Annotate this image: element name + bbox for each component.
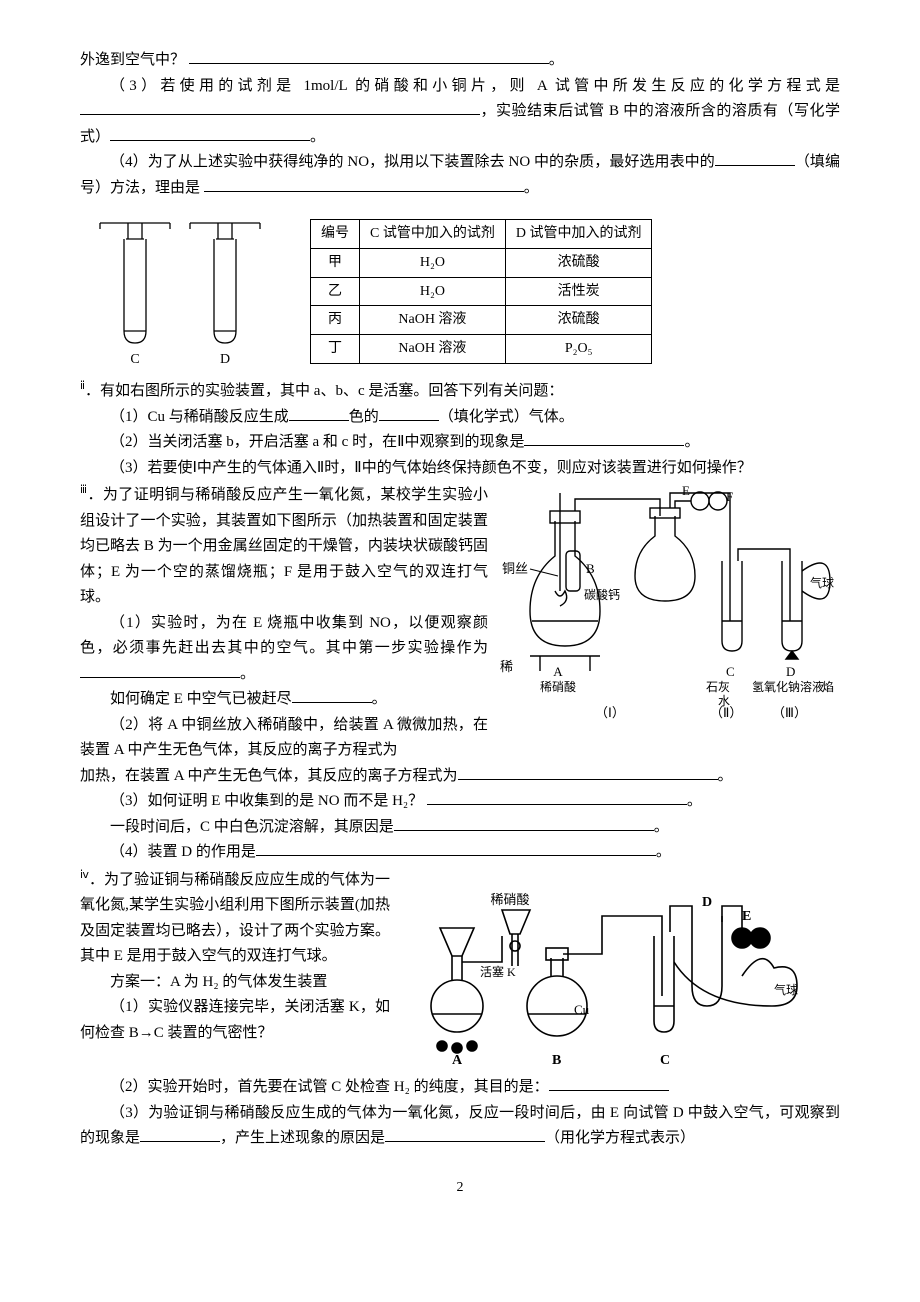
iii-q2-before: （2）将 A 中铜丝放入稀硝酸中，给装置 A 微微加热，在装置 A 中产生无色气…: [80, 717, 488, 759]
iv-label-C: C: [660, 1053, 670, 1066]
table-row: 甲H₂O浓硫酸: [311, 248, 652, 277]
iv-q3-after: （用化学方程式表示）: [545, 1130, 695, 1146]
tube-label-D: D: [220, 352, 230, 367]
page-number: 2: [80, 1176, 840, 1200]
iv-q2-before: （2）实验开始时，首先要在试管 C 处检查 H₂ 的纯度，其目的是：: [110, 1079, 549, 1095]
iv-label-dilute: 稀硝酸: [490, 892, 529, 907]
mth-h1: C 试管中加入的试剂: [360, 220, 506, 249]
ii-q2-before: （2）当关闭活塞 b，开启活塞 a 和 c 时，在Ⅱ中观察到的现象是: [110, 434, 524, 450]
iv-q3-before: （3）为验证铜与稀硝酸反应生成的气体为一氧化氮，反应一段时间后，由 E 向试管 …: [80, 1105, 840, 1147]
ii-q3: （3）若要使Ⅰ中产生的气体通入Ⅱ时，Ⅱ中的气体始终保持颜色不变，则应对该装置进行…: [110, 460, 752, 476]
blank-ii-q1b[interactable]: [379, 420, 439, 421]
label-balloon: 气球: [810, 575, 834, 590]
mth-h0: 编号: [311, 220, 360, 249]
iii-q1-end: 。: [240, 666, 255, 682]
iv-plan1: 方案一：A 为 H₂ 的气体发生装置: [110, 974, 327, 990]
ii-q1-mid: 色的: [349, 409, 379, 425]
label-naoh: 氢氧化钠溶液: [752, 679, 824, 694]
blank-ii-q1a[interactable]: [289, 420, 349, 421]
top-line0: 外逸到空气中？: [80, 52, 185, 68]
iv-q3-mid: ，产生上述现象的原因是: [220, 1130, 385, 1146]
q4-before: （4）为了从上述实验中获得纯净的 NO，拟用以下装置除去 NO 中的杂质，最好选…: [110, 154, 715, 170]
blank-iv-q3b[interactable]: [385, 1141, 545, 1142]
tube-pair-figure: C D: [80, 211, 280, 371]
label-E: E: [682, 483, 690, 498]
iii-q1b-end: 。: [372, 691, 387, 707]
ii-q2-end: 。: [684, 434, 699, 450]
blank-iv-q3a[interactable]: [140, 1141, 220, 1142]
iv-label-E: E: [742, 909, 751, 924]
iii-q3b-before: 一段时间后，C 中白色沉淀溶解，其原因是: [110, 819, 394, 835]
q4-end: 。: [524, 180, 539, 196]
iv-label-A: A: [452, 1053, 463, 1066]
blank-q3b[interactable]: [110, 140, 310, 141]
label-caco3: 碳酸钙: [584, 587, 620, 602]
blank-ii-q2[interactable]: [524, 445, 684, 446]
label-cuwire: 铜丝: [502, 561, 528, 576]
iv-q1: （1）实验仪器连接完毕，关闭活塞 K，如何检查 B→C 装置的气密性？: [80, 999, 390, 1041]
iii-q2-end: 。: [718, 768, 733, 784]
figure-iii: 铜丝 B 碳酸钙 E F 气球 稀 A 稀硝酸 C 石灰 水 D 氢氧化钠溶液 …: [500, 481, 840, 721]
blank-iii-q2[interactable]: [458, 779, 718, 780]
iv-label-K: 活塞 K: [480, 964, 516, 979]
blank-iii-q1[interactable]: [80, 677, 240, 678]
label-III: （Ⅲ）: [772, 705, 807, 720]
iii-q4-before: （4）装置 D 的作用是: [110, 844, 256, 860]
iv-label-Cu: Cu: [574, 1002, 590, 1017]
label-flame: 焰: [822, 679, 834, 694]
table-row: 丙NaOH 溶液浓硫酸: [311, 306, 652, 335]
label-lime: 石灰: [706, 680, 730, 694]
figure-iv: 稀硝酸 活塞 K Cu A B C D E 气球: [402, 866, 802, 1066]
label-B: B: [586, 561, 595, 576]
blank-q4a[interactable]: [715, 165, 795, 166]
label-I: （Ⅰ）: [595, 705, 625, 720]
blank-q4b[interactable]: [204, 191, 524, 192]
label-D: D: [786, 664, 795, 679]
label-xi: 稀: [500, 659, 513, 674]
ii-q1-after: （填化学式）气体。: [439, 409, 574, 425]
ii-lead: ．有如右图所示的实验装置，其中 a、b、c 是活塞。回答下列有关问题：: [85, 383, 563, 399]
roman-iv: ⅳ: [80, 869, 89, 881]
iii-q3-before: （3）如何证明 E 中收集到的是 NO 而不是 H₂？: [110, 793, 423, 809]
tube-label-C: C: [130, 352, 139, 367]
blank-iv-q2[interactable]: [549, 1090, 669, 1091]
blank-top0[interactable]: [189, 63, 549, 64]
label-dilute: 稀硝酸: [540, 679, 576, 694]
mth-h2: D 试管中加入的试剂: [505, 220, 652, 249]
iv-label-B: B: [552, 1053, 561, 1066]
iii-q1: （1）实验时，为在 E 烧瓶中收集到 NO，以便观察颜色，必须事先赶出去其中的空…: [80, 615, 488, 657]
iv-lead: ．为了验证铜与稀硝酸反应应生成的气体为一氧化氮,某学生实验小组利用下图所示装置(…: [80, 872, 390, 965]
blank-iii-q1b[interactable]: [292, 702, 372, 703]
table-row: 丁NaOH 溶液P₂O₅: [311, 335, 652, 364]
iii-q4-end: 。: [656, 844, 671, 860]
label-F: F: [726, 489, 733, 504]
iv-label-balloon: 气球: [774, 982, 798, 997]
label-C: C: [726, 664, 735, 679]
blank-iii-q3[interactable]: [427, 804, 687, 805]
method-table: 编号 C 试管中加入的试剂 D 试管中加入的试剂 甲H₂O浓硫酸 乙H₂O活性炭…: [310, 219, 652, 364]
iii-q1b-before: 如何确定 E 中空气已被赶尽: [110, 691, 292, 707]
q3-after1: ，实验结束后试管 B 中的溶液所含的溶质有（写化学式）: [80, 103, 840, 145]
iii-lead: ．为了证明铜与稀硝酸反应产生一氧化氮，某校学生实验小组设计了一个实验，其装置如下…: [80, 487, 488, 605]
q3-end: 。: [310, 129, 325, 145]
ii-q1-before: （1）Cu 与稀硝酸反应生成: [110, 409, 289, 425]
q3-before: （3）若使用的试剂是 1mol/L 的硝酸和小铜片，则 A 试管中所发生反应的化…: [110, 78, 840, 94]
iii-q3-end: 。: [687, 793, 702, 809]
label-II: （Ⅱ）: [710, 705, 742, 720]
iii-q3b-end: 。: [654, 819, 669, 835]
label-A: A: [553, 664, 563, 679]
blank-iii-q3b[interactable]: [394, 830, 654, 831]
iv-label-D: D: [702, 895, 712, 910]
blank-q3a[interactable]: [80, 114, 480, 115]
blank-iii-q4[interactable]: [256, 855, 656, 856]
table-row: 乙H₂O活性炭: [311, 277, 652, 306]
